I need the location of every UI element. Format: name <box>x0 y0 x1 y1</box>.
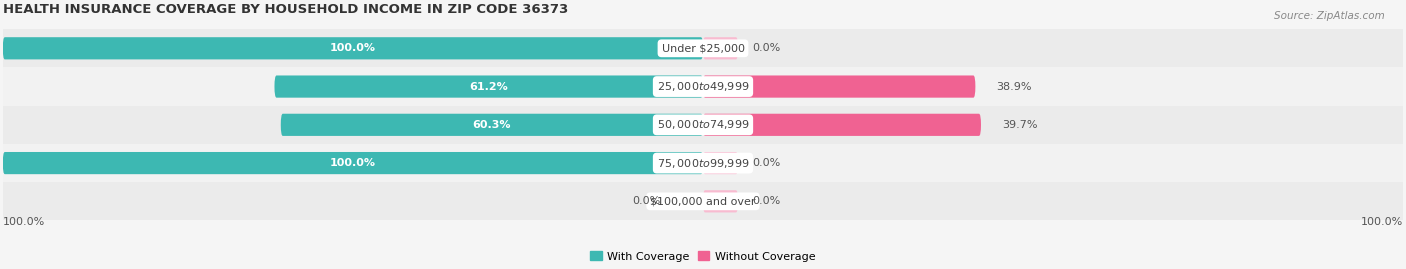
Text: $50,000 to $74,999: $50,000 to $74,999 <box>657 118 749 131</box>
Text: 100.0%: 100.0% <box>1361 217 1403 227</box>
Text: 0.0%: 0.0% <box>752 158 780 168</box>
Text: 38.9%: 38.9% <box>997 82 1032 91</box>
FancyBboxPatch shape <box>281 114 703 136</box>
Bar <box>3 182 1403 221</box>
Legend: With Coverage, Without Coverage: With Coverage, Without Coverage <box>586 247 820 266</box>
Text: HEALTH INSURANCE COVERAGE BY HOUSEHOLD INCOME IN ZIP CODE 36373: HEALTH INSURANCE COVERAGE BY HOUSEHOLD I… <box>3 3 568 16</box>
FancyBboxPatch shape <box>703 190 738 213</box>
Bar <box>3 29 1403 68</box>
Text: 0.0%: 0.0% <box>752 43 780 53</box>
FancyBboxPatch shape <box>3 152 703 174</box>
Text: 39.7%: 39.7% <box>1002 120 1038 130</box>
Text: $100,000 and over: $100,000 and over <box>650 196 756 206</box>
Text: Under $25,000: Under $25,000 <box>661 43 745 53</box>
Bar <box>3 106 1403 144</box>
FancyBboxPatch shape <box>703 114 981 136</box>
FancyBboxPatch shape <box>274 76 703 98</box>
Text: 0.0%: 0.0% <box>633 196 661 206</box>
Text: Source: ZipAtlas.com: Source: ZipAtlas.com <box>1274 11 1385 21</box>
Text: 100.0%: 100.0% <box>3 217 45 227</box>
Text: 60.3%: 60.3% <box>472 120 512 130</box>
Text: 0.0%: 0.0% <box>752 196 780 206</box>
Text: 100.0%: 100.0% <box>330 158 375 168</box>
Bar <box>3 144 1403 182</box>
Text: 61.2%: 61.2% <box>470 82 508 91</box>
FancyBboxPatch shape <box>703 152 738 174</box>
Text: $75,000 to $99,999: $75,000 to $99,999 <box>657 157 749 169</box>
FancyBboxPatch shape <box>703 76 976 98</box>
Text: 100.0%: 100.0% <box>330 43 375 53</box>
FancyBboxPatch shape <box>3 37 703 59</box>
Bar <box>3 68 1403 106</box>
FancyBboxPatch shape <box>703 37 738 59</box>
Text: $25,000 to $49,999: $25,000 to $49,999 <box>657 80 749 93</box>
